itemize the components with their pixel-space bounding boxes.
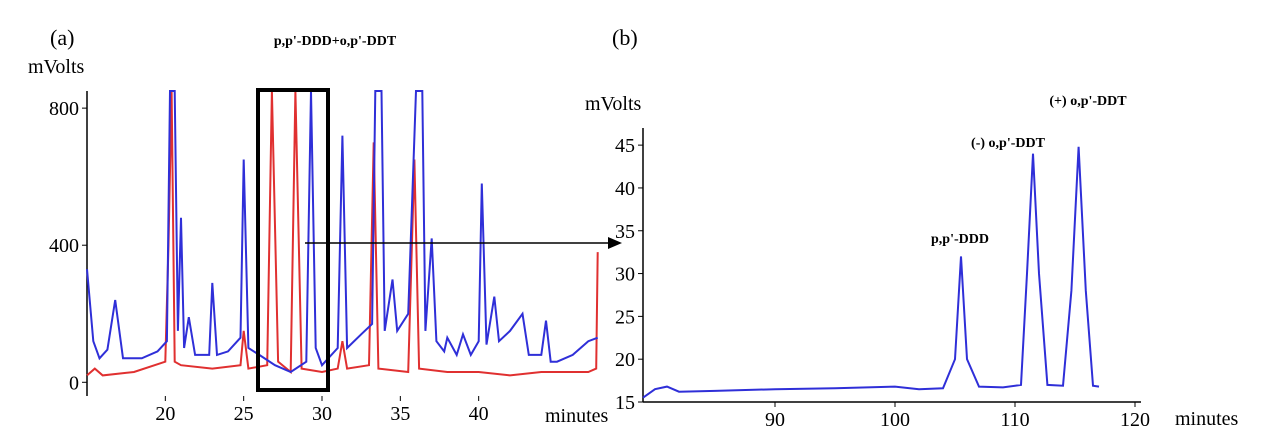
trace <box>86 90 599 377</box>
y-tick-label: 400 <box>49 235 79 257</box>
y-tick-label: 35 <box>615 221 635 243</box>
highlight-box <box>256 88 330 392</box>
y-tick-label: 25 <box>615 306 635 328</box>
panel: 0 400 800 20 25 30 35 40 (a) mVolts minutes p,p'-DD… <box>28 25 609 427</box>
x-tick-label: 35 <box>390 403 410 425</box>
x-tick-label: 20 <box>155 403 175 425</box>
x-tick-label: 120 <box>1120 409 1150 431</box>
x-tick-label: 100 <box>880 409 910 431</box>
trace <box>86 90 599 374</box>
peak-annotation: (+) o,p'-DDT <box>1049 94 1127 109</box>
x-tick-label: 110 <box>1000 409 1029 431</box>
y-tick-label: 40 <box>615 178 635 200</box>
y-tick-label: 800 <box>49 98 79 120</box>
y-tick-label: 0 <box>69 372 79 394</box>
peak-annotation: p,p'-DDD <box>931 232 989 247</box>
x-axis-label: minutes <box>1175 408 1239 430</box>
y-axis-label: mVolts <box>585 93 642 115</box>
x-tick-label: 40 <box>469 403 489 425</box>
arrow-head <box>608 237 622 249</box>
panel: 15 20 25 30 35 40 45 90 100 110 120 (b) mVolts minute… <box>585 25 1239 431</box>
x-tick-label: 25 <box>234 403 254 425</box>
trace <box>642 146 1100 399</box>
y-axis-label: mVolts <box>28 56 85 78</box>
x-tick-label: 30 <box>312 403 332 425</box>
y-tick-label: 20 <box>615 349 635 371</box>
panel-label: (b) <box>612 25 638 50</box>
y-tick-label: 45 <box>615 135 635 157</box>
x-tick-label: 90 <box>765 409 785 431</box>
y-tick-label: 15 <box>615 392 635 414</box>
panel-label: (a) <box>50 25 74 50</box>
panel-title: p,p'-DDD+o,p'-DDT <box>274 34 397 49</box>
x-axis-label: minutes <box>545 405 609 427</box>
peak-annotation: (-) o,p'-DDT <box>971 136 1046 151</box>
y-tick-label: 30 <box>615 264 635 286</box>
